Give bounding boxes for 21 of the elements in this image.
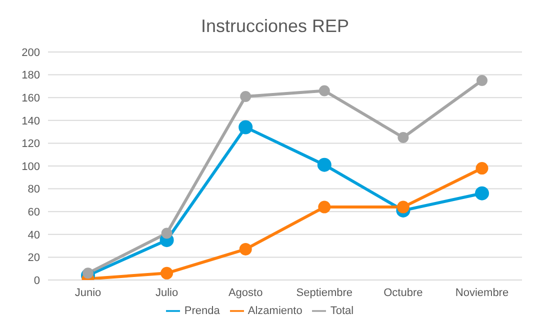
legend-label: Prenda [184, 304, 220, 317]
y-tick-label: 20 [28, 252, 40, 264]
x-tick-label: Octubre [384, 286, 423, 299]
y-tick-label: 180 [22, 70, 40, 82]
x-tick-label: Agosto [228, 286, 263, 299]
y-tick-label: 200 [22, 46, 40, 59]
y-tick-label: 100 [22, 160, 40, 173]
y-tick-label: 120 [22, 138, 40, 150]
y-tick-label: 80 [28, 184, 40, 196]
x-tick-label: Septiembre [296, 286, 353, 299]
y-tick-label: 140 [22, 115, 40, 128]
x-tick-label: Noviembre [455, 286, 509, 299]
x-tick-label: Junio [74, 286, 102, 299]
y-tick-label: 60 [28, 206, 40, 219]
x-tick-label: Julio [155, 286, 178, 299]
chart-title: Instrucciones REP [200, 15, 350, 38]
y-tick-label: 40 [28, 229, 40, 242]
y-tick-label: 0 [34, 274, 40, 287]
legend-label: Alzamiento [248, 304, 302, 317]
y-tick-label: 160 [22, 92, 40, 105]
legend-label: Total [330, 304, 354, 317]
